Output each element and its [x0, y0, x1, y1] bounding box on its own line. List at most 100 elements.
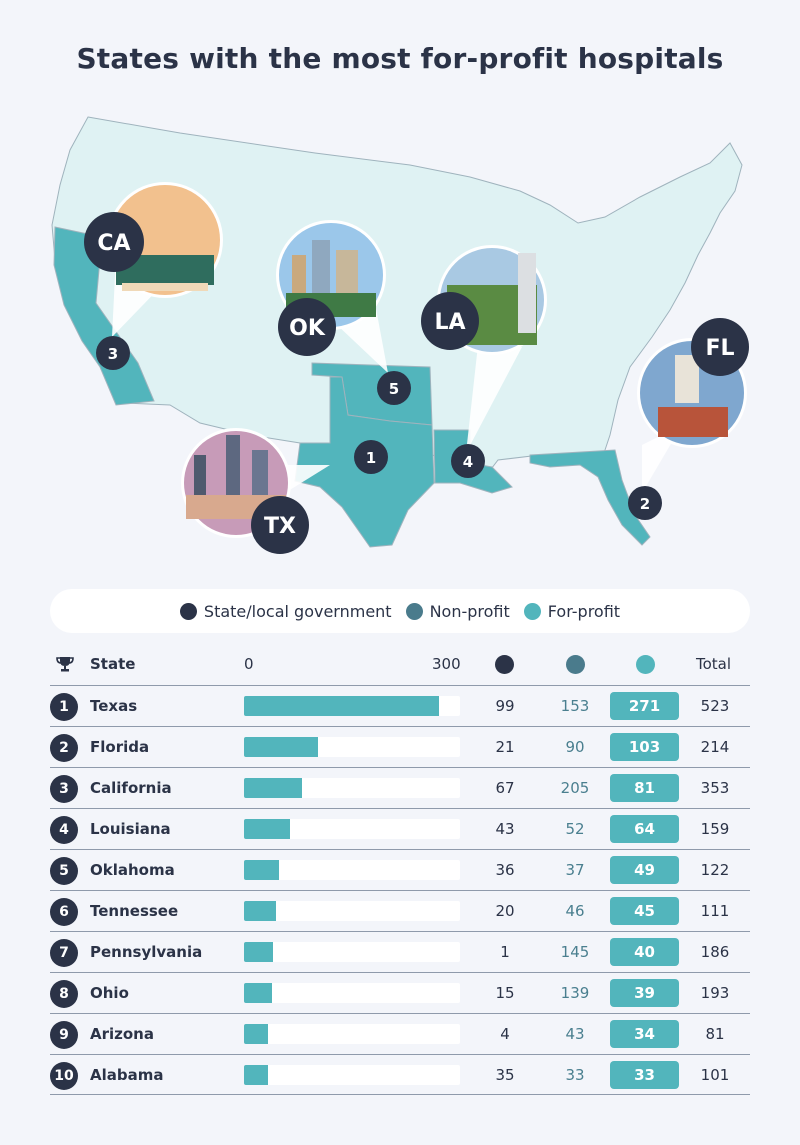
state-name: Florida — [90, 738, 150, 756]
badge-ca-label: CA — [97, 231, 130, 256]
forprofit-value: 103 — [610, 733, 679, 761]
bar-track — [244, 778, 460, 798]
rank-badge: 2 — [50, 734, 78, 762]
nonprofit-column-dot — [566, 655, 585, 674]
badge-la: LA — [421, 292, 479, 350]
rank-marker-tx-label: 1 — [366, 449, 376, 467]
bar-track — [244, 737, 460, 757]
total-value: 159 — [700, 820, 730, 838]
nonprofit-value: 145 — [560, 943, 590, 961]
total-value: 186 — [700, 943, 730, 961]
forprofit-bar — [244, 737, 319, 757]
rank-badge: 6 — [50, 898, 78, 926]
forprofit-value: 49 — [610, 856, 679, 884]
rank-badge: 5 — [50, 857, 78, 885]
rank-marker-tx: 1 — [354, 440, 388, 474]
rank-badge: 3 — [50, 775, 78, 803]
state-florida — [529, 449, 651, 546]
state-name: Pennsylvania — [90, 943, 203, 961]
rank-marker-ca: 3 — [96, 336, 130, 370]
state-name: Oklahoma — [90, 861, 175, 879]
nonprofit-value: 153 — [560, 697, 590, 715]
state-name: Alabama — [90, 1066, 164, 1084]
total-value: 193 — [700, 984, 730, 1002]
table-row: 10 Alabama 35 33 33 101 — [50, 1054, 750, 1095]
gov-value: 43 — [495, 820, 515, 838]
total-value: 81 — [705, 1025, 725, 1043]
nonprofit-value: 90 — [565, 738, 585, 756]
legend-forprofit-dot — [523, 602, 541, 620]
gov-value: 21 — [495, 738, 515, 756]
rank-marker-ok: 5 — [377, 371, 411, 405]
rank-marker-fl: 2 — [628, 486, 662, 520]
badge-fl: FL — [691, 318, 749, 376]
badge-ca: CA — [84, 212, 144, 272]
rank-marker-ca-label: 3 — [108, 345, 118, 363]
rank-badge: 9 — [50, 1021, 78, 1049]
gov-value: 1 — [500, 943, 510, 961]
table-row: 7 Pennsylvania 1 145 40 186 — [50, 931, 750, 972]
legend-forprofit-label: For-profit — [547, 601, 621, 621]
table-row: 8 Ohio 15 139 39 193 — [50, 972, 750, 1013]
forprofit-column-dot — [636, 655, 655, 674]
forprofit-bar — [244, 942, 273, 962]
gov-value: 35 — [495, 1066, 515, 1084]
legend-nonprofit-label: Non-profit — [429, 601, 510, 621]
badge-la-label: LA — [434, 310, 465, 335]
forprofit-value: 45 — [610, 897, 679, 925]
forprofit-bar — [244, 778, 303, 798]
total-value: 111 — [700, 902, 730, 920]
total-value: 101 — [700, 1066, 730, 1084]
gov-value: 36 — [495, 861, 515, 879]
forprofit-bar — [244, 983, 273, 1003]
total-column-header: Total — [696, 655, 732, 673]
legend-item-forprofit: For-profit — [523, 601, 621, 621]
forprofit-bar — [244, 1024, 269, 1044]
gov-value: 4 — [500, 1025, 510, 1043]
bar-track — [244, 1024, 460, 1044]
forprofit-bar — [244, 1065, 268, 1085]
nonprofit-value: 43 — [565, 1025, 585, 1043]
state-name: Arizona — [90, 1025, 154, 1043]
forprofit-bar — [244, 819, 291, 839]
forprofit-value: 81 — [610, 774, 679, 802]
total-value: 353 — [700, 779, 730, 797]
legend-item-gov: State/local government — [179, 601, 392, 621]
bar-track — [244, 696, 460, 716]
forprofit-value: 34 — [610, 1020, 679, 1048]
total-value: 214 — [700, 738, 730, 756]
forprofit-value: 33 — [610, 1061, 679, 1089]
legend-gov-label: State/local government — [203, 601, 392, 621]
table-row: 4 Louisiana 43 52 64 159 — [50, 808, 750, 849]
gov-value: 99 — [495, 697, 515, 715]
state-column-header: State — [90, 655, 136, 673]
us-map: CA OK LA FL TX 3 5 4 2 1 — [51, 116, 749, 554]
badge-ok: OK — [278, 298, 336, 356]
legend-gov-dot — [179, 602, 197, 620]
rank-marker-fl-label: 2 — [640, 495, 650, 513]
rank-badge: 7 — [50, 939, 78, 967]
rank-marker-la: 4 — [451, 444, 485, 478]
nonprofit-value: 37 — [565, 861, 585, 879]
nonprofit-value: 139 — [560, 984, 590, 1002]
legend-nonprofit-dot — [405, 602, 423, 620]
rank-badge: 1 — [50, 693, 78, 721]
gov-value: 20 — [495, 902, 515, 920]
table-body: 1 Texas 99 153 271 523 2 Florida 21 90 103 214 3 Cali… — [50, 685, 750, 1095]
forprofit-bar — [244, 901, 277, 921]
bar-track — [244, 860, 460, 880]
bar-track — [244, 819, 460, 839]
rank-badge: 8 — [50, 980, 78, 1008]
forprofit-value: 40 — [610, 938, 679, 966]
gov-value: 15 — [495, 984, 515, 1002]
badge-ok-label: OK — [289, 316, 326, 341]
bar-track — [244, 942, 460, 962]
forprofit-value: 64 — [610, 815, 679, 843]
total-value: 523 — [700, 697, 730, 715]
rank-badge: 4 — [50, 816, 78, 844]
rank-marker-la-label: 4 — [463, 453, 473, 471]
scale-min-label: 0 — [244, 655, 254, 673]
state-name: Tennessee — [90, 902, 179, 920]
total-value: 122 — [700, 861, 730, 879]
bar-track — [244, 983, 460, 1003]
